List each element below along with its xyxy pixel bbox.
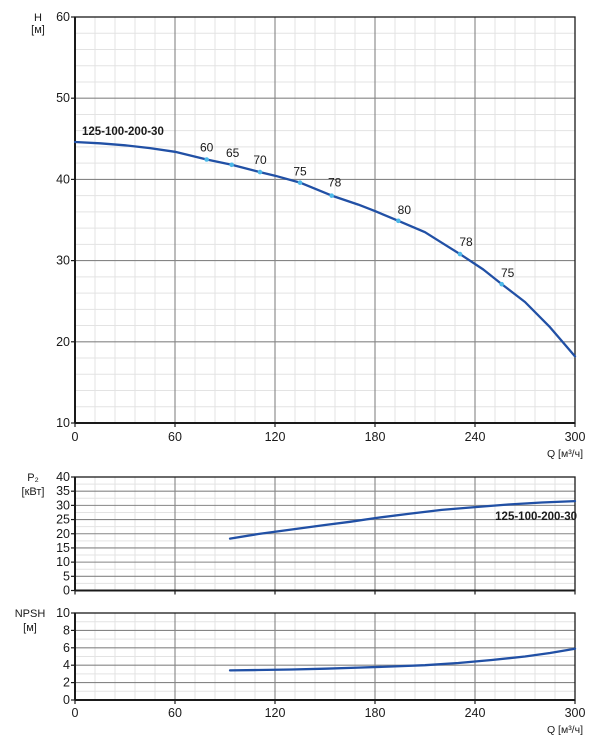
y-tick-label: 35 [56,484,70,498]
efficiency-marker [499,281,504,287]
efficiency-marker [297,180,303,185]
x-tick-label: 300 [565,706,586,720]
x-tick-label: 180 [365,430,386,444]
y-tick-label: 20 [56,527,70,541]
pump-curve-npsh [228,647,577,672]
y-tick-label: 40 [56,172,70,186]
y-tick-label: 0 [63,693,70,707]
pump-curve-head [73,140,577,358]
y-tick-label: 0 [63,584,70,598]
y-tick-label: 20 [56,335,70,349]
y-tick-label: 5 [63,569,70,583]
y-tick-label: 10 [56,606,70,620]
y-tick-label: 25 [56,513,70,527]
efficiency-label: 70 [253,153,267,167]
x-axis-unit-label: Q [м³/ч] [547,724,583,736]
pump-curve-power [228,499,577,540]
x-tick-label: 240 [465,706,486,720]
x-tick-label: 0 [72,430,79,444]
efficiency-label: 78 [459,235,473,249]
x-tick-label: 0 [72,706,79,720]
y-axis-name-line: H [34,12,42,24]
y-axis-name-line: NPSH [15,608,46,620]
efficiency-label: 78 [328,176,342,190]
y-axis-name-line: P₂ [27,472,39,484]
y-axis-name-line: [м] [31,24,45,36]
y-tick-label: 10 [56,555,70,569]
y-tick-label: 40 [56,470,70,484]
efficiency-marker [396,218,401,224]
x-tick-label: 60 [168,430,182,444]
plot-frame [74,16,576,424]
y-tick-label: 60 [56,10,70,24]
x-tick-label: 120 [265,430,286,444]
efficiency-marker [329,193,334,198]
efficiency-label: 75 [293,165,307,179]
x-tick-label: 60 [168,706,182,720]
y-tick-label: 2 [63,676,70,690]
x-tick-label: 120 [265,706,286,720]
efficiency-label: 65 [226,146,240,160]
y-tick-label: 6 [63,641,70,655]
y-axis-name-line: [м] [23,622,37,634]
efficiency-marker [204,157,209,162]
y-tick-label: 15 [56,541,70,555]
efficiency-label: 80 [398,203,412,217]
y-tick-label: 30 [56,498,70,512]
chart-head: 60 50 40 30 20 100 60 120 180 240 300 Q [м³/ч] H[м] 6… [31,10,585,460]
y-tick-label: 8 [63,623,70,637]
y-tick-label: 30 [56,254,70,268]
efficiency-marker [229,162,234,168]
chart-npsh: 10 8 6 4 2 00 60 120 180 240 300 Q [м³/ч] NPSH [м] [15,606,586,736]
x-tick-label: 180 [365,706,386,720]
pump-model-label: 125-100-200-30 [495,511,577,523]
efficiency-marker [457,251,463,257]
x-axis-unit-label: Q [м³/ч] [547,448,583,460]
efficiency-marker [257,169,263,175]
efficiency-label: 60 [200,141,214,155]
x-tick-label: 240 [465,430,486,444]
y-axis-name-line: [кВт] [22,486,45,498]
y-tick-label: 50 [56,91,70,105]
x-tick-label: 300 [565,430,586,444]
pump-model-label: 125-100-200-30 [82,126,164,138]
y-tick-label: 10 [56,416,70,430]
efficiency-label: 75 [501,266,515,280]
y-tick-label: 4 [63,658,70,672]
